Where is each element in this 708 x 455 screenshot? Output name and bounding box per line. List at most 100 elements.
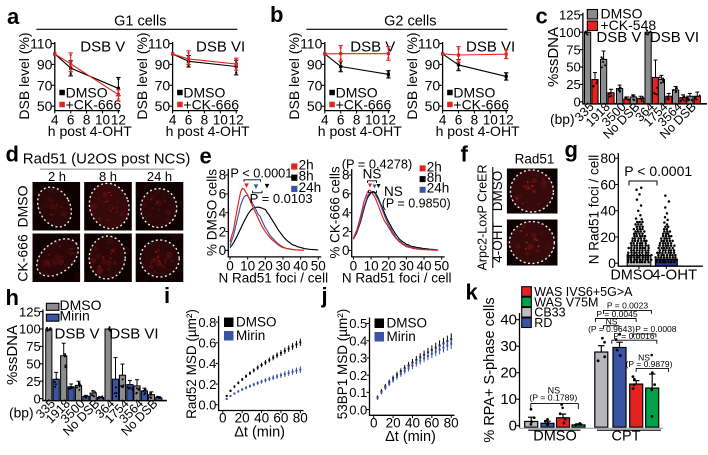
svg-text:DMSO: DMSO	[453, 84, 495, 100]
svg-text:30: 30	[500, 338, 517, 355]
svg-text:P < 0.0001: P < 0.0001	[624, 163, 692, 179]
svg-text:h: h	[6, 285, 19, 310]
svg-text:60: 60	[600, 177, 616, 193]
svg-text:0: 0	[226, 259, 234, 274]
svg-text:DSB V: DSB V	[350, 39, 395, 56]
svg-text:0.2: 0.2	[349, 368, 367, 383]
svg-text:6: 6	[342, 187, 350, 202]
svg-text:Rad52 MSD (µm²): Rad52 MSD (µm²)	[184, 309, 199, 419]
svg-text:125: 125	[19, 304, 41, 319]
svg-text:0.6: 0.6	[198, 336, 216, 351]
svg-text:50: 50	[307, 98, 323, 114]
svg-text:4: 4	[51, 113, 59, 128]
svg-text:10: 10	[364, 259, 379, 274]
svg-text:110: 110	[300, 36, 323, 52]
svg-text:80: 80	[444, 415, 459, 430]
svg-text:0: 0	[219, 243, 227, 258]
svg-text:DMSO: DMSO	[387, 316, 428, 331]
svg-text:+CK-666: +CK-666	[336, 96, 392, 112]
svg-text:N Rad51 foci / cell: N Rad51 foci / cell	[587, 155, 602, 265]
svg-text:a: a	[7, 4, 20, 29]
svg-text:WAS V75M: WAS V75M	[534, 295, 598, 309]
svg-text:10: 10	[365, 113, 381, 128]
svg-text:8: 8	[219, 168, 227, 183]
svg-text:4-OHT: 4-OHT	[490, 222, 505, 263]
svg-text:CPT: CPT	[612, 429, 641, 445]
svg-text:P = 0.0016: P = 0.0016	[613, 331, 654, 341]
svg-text:30: 30	[275, 259, 290, 274]
svg-text:10: 10	[483, 113, 499, 128]
svg-text:h post 4-OHT: h post 4-OHT	[166, 123, 250, 139]
svg-text:k: k	[466, 280, 479, 305]
svg-text:DSB V: DSB V	[80, 39, 125, 56]
svg-text:0.0: 0.0	[349, 402, 367, 417]
svg-text:70: 70	[425, 77, 441, 93]
svg-text:8: 8	[83, 113, 91, 128]
svg-text:40: 40	[600, 203, 616, 219]
svg-text:0.3: 0.3	[349, 351, 367, 366]
svg-text:110: 110	[148, 36, 171, 52]
svg-text:DMSO: DMSO	[601, 6, 643, 22]
svg-text:Δt (min): Δt (min)	[385, 429, 436, 445]
svg-text:N Rad51 foci / cell: N Rad51 foci / cell	[219, 271, 329, 286]
svg-text:Mirin: Mirin	[387, 329, 416, 344]
svg-text:0.8: 0.8	[198, 315, 216, 330]
svg-text:8: 8	[471, 113, 479, 128]
svg-text:Rad51: Rad51	[515, 152, 555, 167]
svg-text:4: 4	[439, 113, 447, 128]
svg-text:8: 8	[201, 113, 209, 128]
svg-text:2h: 2h	[299, 157, 314, 172]
svg-text:40: 40	[293, 259, 308, 274]
svg-text:DMSO: DMSO	[14, 185, 30, 227]
svg-text:8 h: 8 h	[99, 169, 117, 184]
svg-text:6: 6	[67, 113, 75, 128]
svg-text:0: 0	[342, 243, 350, 258]
svg-text:DSB V: DSB V	[54, 326, 99, 343]
svg-text:2 h: 2 h	[48, 169, 66, 184]
svg-text:+CK-548: +CK-548	[601, 17, 657, 33]
svg-text:4: 4	[321, 113, 329, 128]
svg-text:8h: 8h	[299, 169, 314, 184]
svg-text:0.4: 0.4	[198, 356, 216, 371]
svg-text:24h: 24h	[299, 180, 322, 195]
svg-text:50: 50	[434, 259, 449, 274]
svg-text:% CK-666 cells: % CK-666 cells	[328, 166, 343, 259]
svg-text:(P = 0.9850): (P = 0.9850)	[382, 197, 451, 211]
svg-text:h post 4-OHT: h post 4-OHT	[48, 123, 132, 139]
svg-text:DSB level (%): DSB level (%)	[134, 32, 150, 119]
svg-text:DMSO: DMSO	[611, 268, 654, 284]
svg-text:100: 100	[19, 322, 41, 337]
svg-text:30: 30	[399, 259, 414, 274]
svg-text:50: 50	[425, 98, 441, 114]
svg-text:0.4: 0.4	[349, 333, 367, 348]
svg-text:Δt (min): Δt (min)	[234, 424, 285, 440]
svg-text:40: 40	[500, 312, 517, 329]
svg-text:0: 0	[219, 411, 227, 426]
svg-text:20: 20	[500, 365, 517, 382]
svg-text:0.2: 0.2	[198, 377, 216, 392]
svg-text:(P = 0.9643): (P = 0.9643)	[588, 324, 635, 334]
svg-text:NS: NS	[606, 316, 618, 326]
svg-text:50: 50	[37, 98, 53, 114]
svg-text:6: 6	[185, 113, 193, 128]
svg-text:40: 40	[405, 415, 420, 430]
svg-text:53BP1 MSD (µm²): 53BP1 MSD (µm²)	[335, 309, 350, 420]
svg-text:50: 50	[155, 98, 171, 114]
svg-text:25: 25	[26, 374, 40, 389]
svg-text:40: 40	[416, 259, 431, 274]
svg-text:10: 10	[240, 259, 255, 274]
svg-text:12: 12	[381, 113, 396, 128]
svg-text:40: 40	[254, 411, 269, 426]
svg-text:f: f	[461, 142, 469, 167]
svg-text:24 h: 24 h	[147, 169, 172, 184]
svg-text:50: 50	[26, 357, 40, 372]
svg-text:4: 4	[169, 113, 177, 128]
svg-text:DMSO: DMSO	[60, 297, 102, 313]
svg-text:24h: 24h	[427, 181, 450, 196]
svg-text:6: 6	[337, 113, 345, 128]
svg-text:0: 0	[573, 95, 580, 110]
svg-text:110: 110	[30, 36, 53, 52]
svg-text:0: 0	[509, 418, 517, 435]
svg-text:G2 cells: G2 cells	[384, 14, 436, 30]
svg-text:75: 75	[566, 42, 580, 57]
